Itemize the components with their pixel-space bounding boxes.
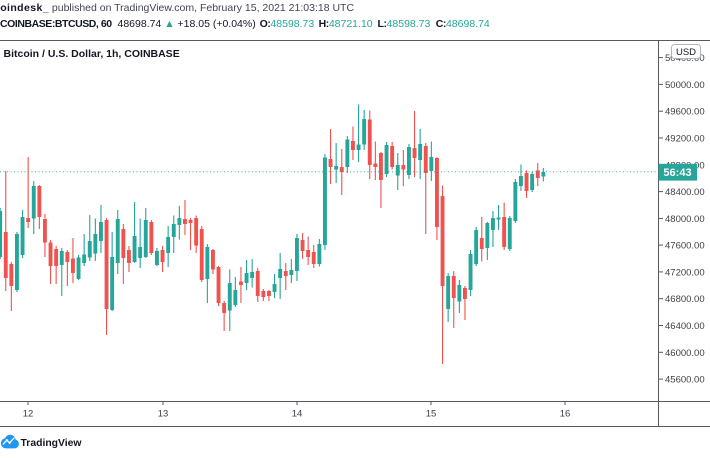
- svg-text:USD: USD: [676, 47, 696, 58]
- svg-text:48000.00: 48000.00: [665, 214, 705, 225]
- svg-text:13: 13: [158, 409, 169, 420]
- svg-text:48400.00: 48400.00: [665, 187, 705, 198]
- svg-text:49600.00: 49600.00: [665, 107, 705, 118]
- svg-text:47200.00: 47200.00: [665, 267, 705, 278]
- svg-text:49200.00: 49200.00: [665, 134, 705, 145]
- svg-text:50000.00: 50000.00: [665, 80, 705, 91]
- svg-text:14: 14: [292, 409, 303, 420]
- svg-text:46400.00: 46400.00: [665, 321, 705, 332]
- svg-text:12: 12: [23, 409, 34, 420]
- svg-text:16: 16: [560, 409, 571, 420]
- svg-text:46800.00: 46800.00: [665, 294, 705, 305]
- svg-text:45600.00: 45600.00: [665, 375, 705, 386]
- svg-text:TradingView: TradingView: [21, 438, 83, 449]
- svg-text:46000.00: 46000.00: [665, 348, 705, 359]
- svg-text:Bitcoin / U.S. Dollar, 1h, COI: Bitcoin / U.S. Dollar, 1h, COINBASE: [4, 48, 180, 60]
- svg-text:15: 15: [426, 409, 437, 420]
- svg-text:56:43: 56:43: [663, 167, 691, 179]
- svg-text:47600.00: 47600.00: [665, 241, 705, 252]
